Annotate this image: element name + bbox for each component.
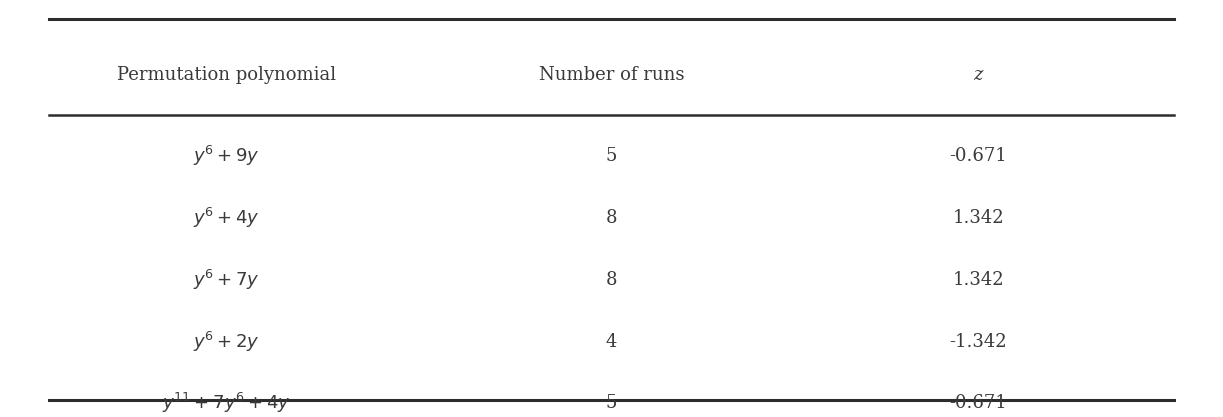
- Text: Permutation polynomial: Permutation polynomial: [116, 66, 336, 84]
- Text: -1.342: -1.342: [949, 332, 1008, 351]
- Text: 1.342: 1.342: [953, 209, 1004, 227]
- Text: 5: 5: [605, 394, 618, 412]
- Text: 4: 4: [605, 332, 618, 351]
- Text: $y^6 + 7y$: $y^6 + 7y$: [193, 268, 259, 292]
- Text: 5: 5: [605, 147, 618, 166]
- Text: $y^6 + 4y$: $y^6 + 4y$: [193, 206, 259, 230]
- Text: -0.671: -0.671: [949, 147, 1008, 166]
- Text: 1.342: 1.342: [953, 271, 1004, 289]
- Text: $y^6 + 9y$: $y^6 + 9y$: [193, 144, 259, 168]
- Text: 8: 8: [605, 271, 618, 289]
- Text: Number of runs: Number of runs: [539, 66, 684, 84]
- Text: -0.671: -0.671: [949, 394, 1008, 412]
- Text: $y^{11} + 7y^6 + 4y$: $y^{11} + 7y^6 + 4y$: [163, 391, 290, 415]
- Text: 8: 8: [605, 209, 618, 227]
- Text: z: z: [974, 66, 983, 84]
- Text: $y^6 + 2y$: $y^6 + 2y$: [193, 329, 259, 354]
